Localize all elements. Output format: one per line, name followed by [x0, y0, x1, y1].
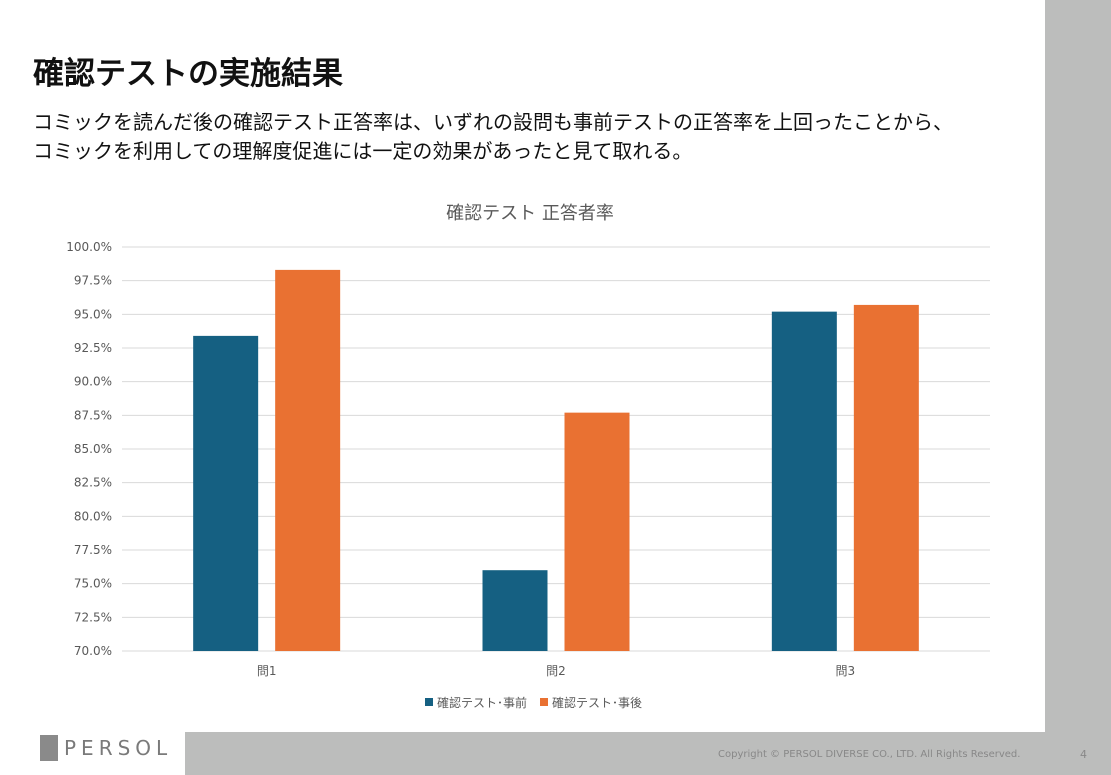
persol-logo: PERSOL: [40, 735, 172, 761]
y-tick-label: 75.0%: [74, 577, 112, 591]
bar-post: [275, 269, 341, 651]
lead-line: コミックを利用しての理解度促進には一定の効果があったと見て取れる。: [33, 139, 693, 163]
y-tick-label: 90.0%: [74, 375, 112, 389]
page-title: 確認テストの実施結果: [33, 56, 343, 92]
x-tick-label: 問3: [836, 664, 856, 678]
y-tick-label: 87.5%: [74, 408, 112, 422]
lead-text: コミックを読んだ後の確認テスト正答率は、いずれの設問も事前テストの正答率を上回っ…: [33, 108, 1043, 166]
legend-swatch: [540, 698, 548, 706]
legend-swatch: [425, 698, 433, 706]
legend-label: 確認テスト･事後: [552, 695, 642, 710]
bar-chart: 確認テスト 正答者率 70.0% 72.5% 75.0% 77.5% 80.0% 82.5%…: [66, 203, 990, 710]
y-tick-label: 70.0%: [74, 644, 112, 658]
y-tick-label: 77.5%: [74, 543, 112, 557]
y-tick-label: 80.0%: [74, 509, 112, 523]
bar-post: [853, 304, 919, 651]
footer-tab: [0, 732, 185, 775]
y-tick-label: 100.0%: [66, 240, 112, 254]
x-tick-label: 問2: [546, 664, 566, 678]
bar-post: [564, 412, 630, 651]
legend-label: 確認テスト･事前: [437, 695, 527, 710]
y-tick-label: 82.5%: [74, 476, 112, 490]
logo-mark-icon: [40, 735, 58, 761]
chart-title: 確認テスト 正答者率: [446, 203, 614, 224]
y-tick-label: 97.5%: [74, 274, 112, 288]
page-number: 4: [1080, 748, 1087, 761]
bar-pre: [482, 570, 548, 651]
x-tick-label: 問1: [257, 664, 277, 678]
y-tick-label: 72.5%: [74, 610, 112, 624]
y-tick-label: 92.5%: [74, 341, 112, 355]
y-tick-label: 95.0%: [74, 307, 112, 321]
slide: 確認テストの実施結果 コミックを読んだ後の確認テスト正答率は、いずれの設問も事前…: [0, 0, 1045, 732]
lead-line: コミックを読んだ後の確認テスト正答率は、いずれの設問も事前テストの正答率を上回っ…: [33, 110, 953, 134]
logo-text: PERSOL: [64, 736, 173, 760]
bar-pre: [193, 335, 259, 651]
copyright: Copyright © PERSOL DIVERSE CO., LTD. All…: [718, 749, 1021, 760]
bar-pre: [771, 311, 837, 651]
y-tick-label: 85.0%: [74, 442, 112, 456]
